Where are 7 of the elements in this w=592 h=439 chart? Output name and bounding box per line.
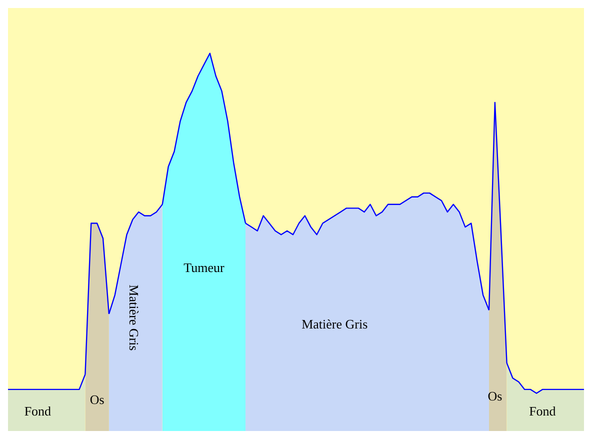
annotation: Fond	[24, 404, 52, 419]
annotation: Os	[90, 392, 104, 408]
annotation: Matière Gris	[302, 316, 368, 332]
annotation: Tumeur	[184, 260, 225, 276]
annotation: Os	[488, 388, 502, 404]
annotation: Matière Gris	[126, 284, 142, 351]
annotation: Fond	[529, 404, 556, 419]
